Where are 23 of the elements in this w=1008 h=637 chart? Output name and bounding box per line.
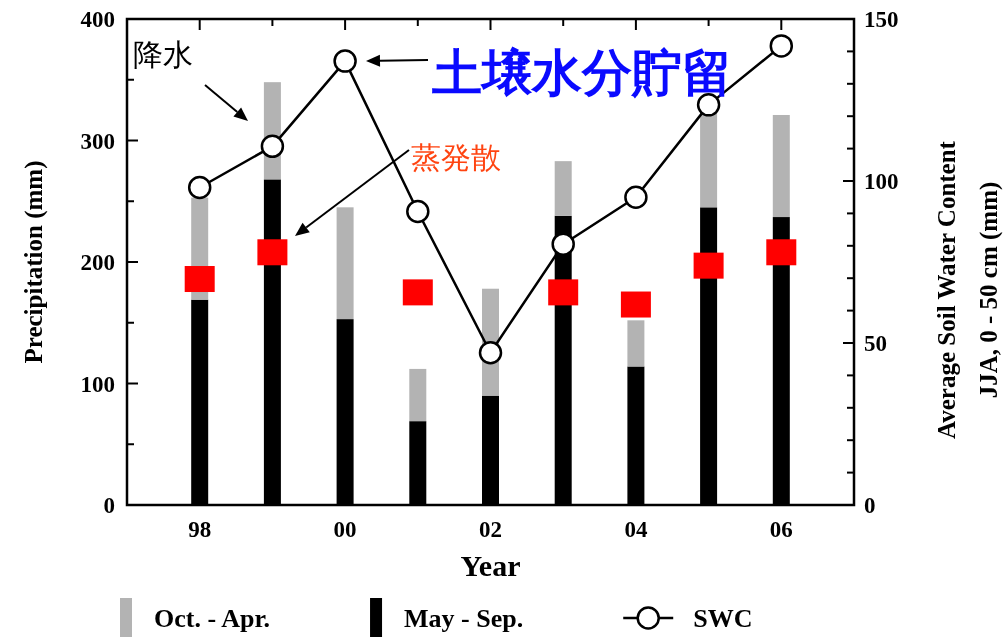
- x-tick-label: 00: [333, 517, 357, 542]
- y-axis-title: Precipitation (mm): [20, 160, 48, 364]
- x-tick-label: 02: [479, 517, 502, 542]
- y-tick-label: 100: [80, 371, 115, 397]
- y2-tick-label: 150: [864, 7, 899, 32]
- annotation: 降水: [133, 38, 193, 71]
- y2-tick-label: 0: [864, 493, 876, 518]
- legend-label: SWC: [693, 604, 753, 633]
- y2-axis-title: Average Soil Water Content JJA, 0 - 50 cm (mm): [933, 140, 1003, 439]
- y-tick-label: 0: [103, 493, 115, 518]
- annotation: 土壌水分貯留: [431, 45, 732, 101]
- x-tick-label: 04: [624, 517, 648, 542]
- y-tick-label: 200: [80, 250, 115, 275]
- x-tick-label: 06: [769, 517, 793, 542]
- y2-tick-label: 50: [864, 331, 887, 356]
- annotation: 蒸発散: [411, 141, 501, 174]
- y-tick-label: 300: [80, 128, 115, 154]
- y-tick-label: 400: [80, 7, 115, 32]
- x-axis-title: Year: [460, 549, 521, 582]
- legend-label: Oct. - Apr.: [154, 604, 271, 633]
- legend-label: May - Sep.: [404, 604, 524, 633]
- y2-tick-label: 100: [864, 169, 899, 194]
- x-tick-label: 98: [188, 517, 212, 542]
